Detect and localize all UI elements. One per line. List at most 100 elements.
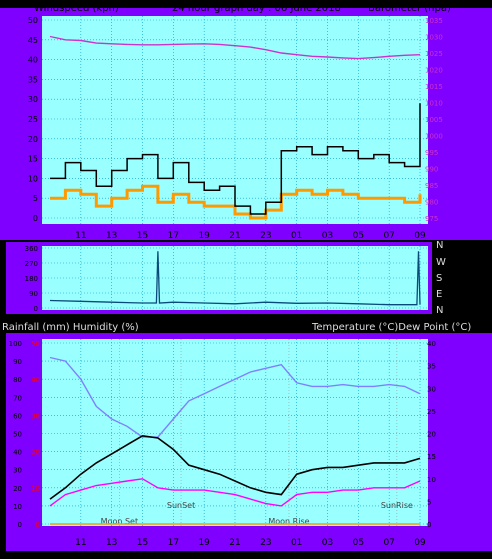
temp-y-tick: 10 (427, 476, 436, 484)
temp-x-tick: 15 (137, 538, 148, 548)
wind-y-tick: 25 (28, 115, 38, 124)
baro-y-tick: 995 (425, 149, 438, 157)
wind-x-tick: 19 (198, 231, 210, 241)
baro-y-tick: 975 (425, 215, 438, 223)
event-label: Moon Set (101, 517, 138, 526)
temp-x-tick: 01 (291, 538, 302, 548)
event-label: Moon Rise (268, 517, 309, 526)
humidity-y-tick: 40 (13, 449, 22, 457)
wind-x-tick: 15 (137, 231, 148, 241)
direction-y-tick: 90 (29, 290, 38, 298)
header-left: Windspeed (kph) (34, 3, 119, 14)
rain-y-tick: 30 (31, 412, 40, 420)
event-label: SunSet (167, 501, 195, 510)
wind-x-tick: 07 (383, 231, 394, 241)
wind-x-tick: 05 (353, 231, 364, 241)
rain-y-tick: 10 (31, 485, 40, 493)
compass-n-bottom: N (436, 305, 443, 316)
wind-x-tick: 09 (414, 231, 426, 241)
temp-y-tick: 0 (427, 521, 431, 529)
temp-x-tick: 23 (260, 538, 271, 548)
mid-header-right: Temperature (°C)Dew Point (°C) (311, 322, 471, 333)
event-label: SunRise (381, 501, 413, 510)
wind-y-tick: 50 (28, 16, 38, 25)
wind-y-tick: 10 (28, 174, 38, 183)
compass-n-top: N (436, 240, 443, 251)
wind-x-tick: 23 (260, 231, 271, 241)
temp-x-tick: 11 (75, 538, 86, 548)
humidity-y-tick: 70 (13, 394, 22, 402)
wind-y-tick: 0 (33, 214, 38, 223)
wind-x-tick: 11 (75, 231, 86, 241)
wind-x-tick: 13 (106, 231, 117, 241)
humidity-y-tick: 50 (13, 431, 22, 439)
baro-y-tick: 1020 (425, 67, 443, 75)
baro-y-tick: 1015 (425, 83, 443, 91)
baro-y-tick: 985 (425, 182, 438, 190)
humidity-line (49, 356, 421, 438)
humidity-y-tick: 80 (13, 376, 22, 384)
header-right: Barometer (hpa) (368, 3, 451, 14)
humidity-y-tick: 30 (13, 467, 22, 475)
direction-y-tick: 180 (25, 275, 38, 283)
humidity-y-tick: 90 (13, 358, 22, 366)
dewpoint-line (49, 478, 421, 507)
baro-y-tick: 1005 (425, 116, 443, 124)
temp-x-tick: 03 (322, 538, 333, 548)
humidity-y-tick: 20 (13, 485, 22, 493)
baro-y-tick: 1035 (425, 17, 443, 25)
wind-y-tick: 15 (28, 155, 38, 164)
wind-y-tick: 35 (28, 75, 38, 84)
wind-direction-line (49, 251, 421, 306)
temp-x-tick: 21 (229, 538, 240, 548)
temp-y-tick: 5 (427, 498, 431, 506)
wind-y-tick: 40 (28, 56, 38, 65)
compass-w: W (436, 257, 446, 268)
temp-x-tick: 05 (353, 538, 364, 548)
temp-y-tick: 30 (427, 385, 436, 393)
wind-y-tick: 30 (28, 95, 38, 104)
baro-y-tick: 1010 (425, 100, 443, 108)
baro-y-tick: 990 (425, 166, 438, 174)
baro-y-tick: 1000 (425, 133, 443, 141)
compass-s: S (436, 273, 442, 284)
compass-e: E (436, 289, 442, 300)
temp-y-tick: 25 (427, 408, 436, 416)
baro-y-tick: 1030 (425, 34, 443, 42)
wind-x-tick: 21 (229, 231, 240, 241)
wind-y-tick: 45 (28, 36, 38, 45)
baro-y-tick: 1025 (425, 50, 443, 58)
temp-y-tick: 40 (427, 340, 436, 348)
humidity-y-tick: 60 (13, 412, 22, 420)
wind-y-tick: 5 (33, 194, 38, 203)
temp-y-tick: 15 (427, 453, 436, 461)
temp-x-tick: 17 (168, 538, 179, 548)
barometer-line (49, 35, 421, 60)
temp-x-tick: 09 (414, 538, 426, 548)
rain-y-tick: 40 (31, 376, 40, 384)
temp-y-tick: 20 (427, 431, 436, 439)
wind-x-tick: 01 (291, 231, 302, 241)
rain-y-tick: 50 (31, 340, 40, 348)
wind-gust-line (50, 103, 421, 215)
direction-y-tick: 360 (25, 245, 38, 253)
header-center: 24 hour graph day : 06 June 2018 (172, 3, 341, 14)
direction-y-tick: 270 (25, 260, 38, 268)
temp-x-tick: 07 (383, 538, 394, 548)
humidity-y-tick: 100 (9, 340, 22, 348)
rain-y-tick: 0 (36, 521, 40, 529)
wind-x-tick: 17 (168, 231, 179, 241)
direction-y-tick: 0 (34, 305, 38, 313)
temp-x-tick: 19 (198, 538, 210, 548)
rain-y-tick: 20 (31, 449, 40, 457)
humidity-y-tick: 10 (13, 503, 22, 511)
temperature-line (49, 434, 421, 500)
humidity-y-tick: 0 (18, 521, 22, 529)
wind-average-line (50, 184, 422, 220)
baro-y-tick: 980 (425, 199, 438, 207)
wind-x-tick: 03 (322, 231, 333, 241)
mid-header-left: Rainfall (mm) Humidity (%) (2, 322, 139, 333)
temp-x-tick: 13 (106, 538, 117, 548)
